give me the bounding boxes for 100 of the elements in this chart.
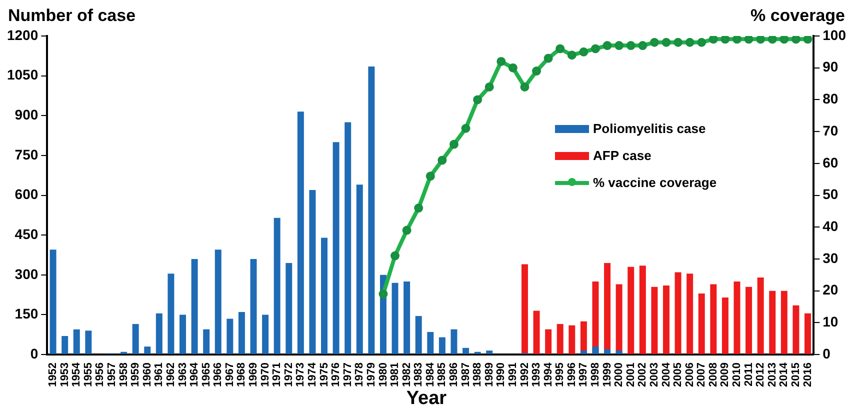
x-tick-label: 2010 [731,362,744,388]
x-tick-label: 2016 [802,362,814,388]
bar [757,278,764,354]
bar [203,329,210,354]
x-tick-label: 1991 [506,362,519,388]
bar [780,290,788,354]
bar [73,329,80,354]
point [685,38,694,47]
y-tick-label: 900 [14,106,38,122]
bar [580,350,587,354]
bar [321,238,328,354]
bar [686,274,694,354]
x-tick-label: 1971 [271,362,284,388]
point [438,156,447,165]
point [780,36,789,44]
x-tick-label: 1969 [248,362,260,388]
bar [156,313,162,354]
bar [262,314,269,354]
point [473,95,482,104]
bar [662,286,670,354]
bar [556,324,564,354]
legend-label: AFP case [593,148,652,163]
bar [344,122,352,354]
y2-tick-label: 50 [822,186,838,202]
y2-tick-label: 60 [822,154,838,170]
x-tick-label: 2002 [636,362,649,388]
bar [698,293,705,354]
y-tick-label: 300 [14,266,38,282]
x-tick-label: 1992 [518,362,531,388]
y2-tick-label: 70 [822,122,838,138]
point [426,172,435,181]
x-tick-label: 1985 [436,362,448,388]
bar [486,350,493,354]
x-tick-label: 2014 [778,362,790,388]
x-tick-label: 2015 [790,362,802,388]
x-tick-label: 2004 [660,362,672,388]
x-tick-label: 1982 [400,362,413,388]
bar [746,286,752,354]
point [756,36,766,44]
bar [250,258,257,354]
point [520,82,530,92]
y2-tick-label: 80 [822,90,838,107]
point [378,290,388,299]
x-tick-label: 1958 [118,362,130,388]
bar [132,324,139,354]
x-tick-label: 2003 [648,362,660,388]
x-tick-label: 1955 [82,362,94,388]
x-tick-label: 1980 [377,362,390,388]
y-tick-label: 150 [14,306,38,322]
y2-tick-label: 20 [822,282,838,298]
x-tick-label: 1986 [448,362,460,388]
x-tick-label: 1959 [130,362,142,388]
point [791,36,800,44]
bar [85,330,92,354]
x-tick-label: 1981 [389,362,402,388]
bar [274,218,280,354]
bar [592,346,599,354]
x-tick-label: 1995 [554,362,566,388]
x-tick-label: 1996 [566,362,578,388]
x-tick-label: 1983 [412,362,425,388]
x-tick-label: 1970 [259,362,272,388]
point [614,41,624,50]
bar [474,352,481,354]
point [708,36,718,44]
x-tick-label: 1997 [578,362,590,388]
point [579,47,588,56]
y-tick-label: 450 [14,226,38,242]
point [590,44,600,54]
bar [144,346,151,354]
y2-tick-label: 10 [822,314,838,330]
point [496,56,506,66]
bar [734,282,740,354]
x-tick-label: 1979 [365,362,378,388]
x-tick-label: 2001 [624,362,637,388]
point [414,204,424,213]
bar [521,264,528,354]
bar [120,352,128,354]
point [674,38,683,47]
bar [769,290,776,354]
bar [427,332,434,354]
bar [604,349,611,354]
x-tick-label: 1967 [224,362,236,388]
bar [545,329,552,354]
bar [180,314,186,354]
bar [462,348,470,354]
bar [368,66,375,354]
y2-tick-label: 90 [822,58,838,75]
bar [392,282,398,354]
point [567,50,576,60]
x-tick-label: 1984 [424,362,436,388]
y-axis-title: Number of case [8,6,136,26]
bar [238,312,245,354]
x-tick-label: 1993 [530,362,543,388]
x-tick-label: 1953 [58,362,71,388]
point [390,251,400,260]
bar [628,266,634,354]
bar [50,250,56,354]
x-tick-label: 1974 [306,362,318,388]
point [697,38,706,47]
point [556,44,565,54]
